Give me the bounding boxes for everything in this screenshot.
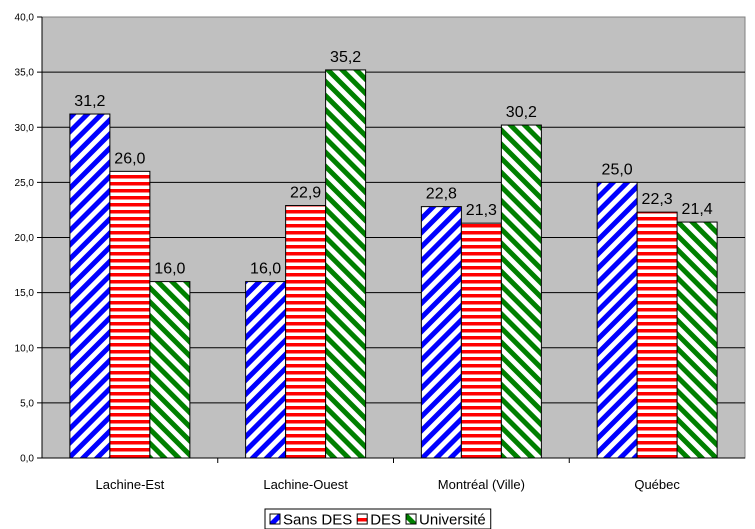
y-tick-label: 15,0 xyxy=(15,288,35,299)
bar xyxy=(149,281,191,459)
y-tick-label: 5,0 xyxy=(20,398,34,409)
x-tick-label: Lachine-Ouest xyxy=(263,477,348,492)
legend-swatch xyxy=(405,513,417,525)
bar xyxy=(325,69,367,459)
bar xyxy=(420,206,462,459)
y-tick-label: 35,0 xyxy=(15,68,35,79)
y-tick-label: 40,0 xyxy=(15,13,35,24)
data-labels: 31,2 26,0 16,0 16,0 22,9 35,2 22,8 21,3 30,2 25,0… xyxy=(74,49,712,278)
data-label: 30,2 xyxy=(506,104,537,121)
bar xyxy=(636,211,678,459)
y-tick-label: 10,0 xyxy=(15,343,35,354)
bar xyxy=(245,281,287,459)
data-label: 26,0 xyxy=(114,150,145,167)
data-label: 21,4 xyxy=(682,201,713,218)
y-tick-label: 20,0 xyxy=(15,233,35,244)
bar xyxy=(69,113,111,459)
y-tick-label: 30,0 xyxy=(15,123,35,134)
y-axis: 0,0 5,0 10,0 15,0 20,0 25,0 30,0 35,0 40,0 xyxy=(15,13,43,465)
bar xyxy=(500,124,542,459)
x-axis: Lachine-Est Lachine-Ouest Montréal (Ville)… xyxy=(42,457,745,492)
legend-label: Université xyxy=(419,512,486,529)
x-tick-label: Montréal (Ville) xyxy=(438,477,525,492)
y-tick-label: 25,0 xyxy=(15,178,35,189)
legend-box xyxy=(264,508,492,529)
bar xyxy=(676,221,718,459)
legend-swatch xyxy=(356,513,368,525)
legend-label: Sans DES xyxy=(283,512,352,529)
legend-label: DES xyxy=(370,512,401,529)
bar xyxy=(285,205,327,459)
data-label: 22,8 xyxy=(426,186,457,203)
data-label: 31,2 xyxy=(74,93,105,110)
data-label: 25,0 xyxy=(602,161,633,178)
data-label: 16,0 xyxy=(250,261,281,278)
data-label: 21,3 xyxy=(466,202,497,219)
legend-swatch xyxy=(269,513,281,525)
bar xyxy=(460,222,502,459)
bars xyxy=(69,69,718,459)
x-tick-label: Lachine-Est xyxy=(96,477,165,492)
y-tick-label: 0,0 xyxy=(20,454,34,465)
data-label: 22,9 xyxy=(290,185,321,202)
bar xyxy=(596,181,638,459)
data-label: 22,3 xyxy=(642,191,673,208)
x-tick-label: Québec xyxy=(634,477,680,492)
data-label: 16,0 xyxy=(154,261,185,278)
bar xyxy=(109,170,151,459)
data-label: 35,2 xyxy=(330,49,361,66)
legend: Sans DES DES Université xyxy=(264,508,492,529)
